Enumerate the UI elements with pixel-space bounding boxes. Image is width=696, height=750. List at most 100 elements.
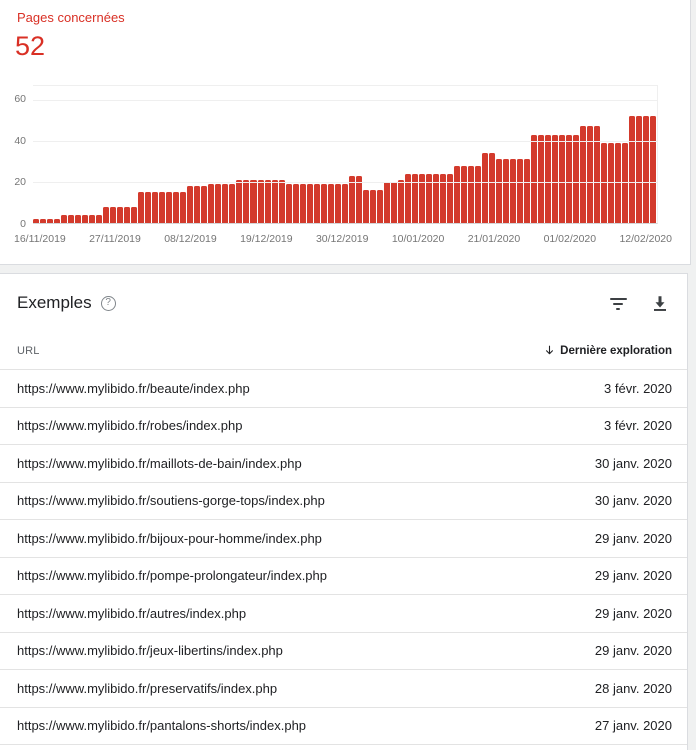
bar[interactable]	[117, 206, 124, 223]
bar[interactable]	[110, 206, 117, 223]
bar[interactable]	[327, 183, 334, 223]
bar[interactable]	[152, 192, 159, 223]
bar[interactable]	[215, 183, 222, 223]
bar[interactable]	[503, 159, 510, 223]
table-row[interactable]: https://www.mylibido.fr/soutiens-gorge-t…	[0, 483, 687, 520]
bar[interactable]	[47, 218, 54, 223]
bar[interactable]	[517, 159, 524, 223]
bar[interactable]	[453, 165, 460, 223]
bar[interactable]	[439, 173, 446, 223]
url-cell[interactable]: https://www.mylibido.fr/beaute/index.php	[17, 380, 250, 396]
bar[interactable]	[404, 173, 411, 223]
bar[interactable]	[320, 183, 327, 223]
bar[interactable]	[124, 206, 131, 223]
bar[interactable]	[208, 183, 215, 223]
bar[interactable]	[61, 214, 68, 223]
bar[interactable]	[75, 214, 82, 223]
bar[interactable]	[278, 179, 285, 223]
bar[interactable]	[187, 186, 194, 223]
bar[interactable]	[292, 183, 299, 223]
bar[interactable]	[362, 190, 369, 223]
bar[interactable]	[636, 116, 643, 223]
bar[interactable]	[608, 142, 615, 223]
bar[interactable]	[432, 173, 439, 223]
bar[interactable]	[306, 183, 313, 223]
bar[interactable]	[236, 179, 243, 223]
bar[interactable]	[159, 192, 166, 223]
url-cell[interactable]: https://www.mylibido.fr/autres/index.php	[17, 605, 247, 621]
bar[interactable]	[580, 126, 587, 223]
bar[interactable]	[243, 179, 250, 223]
bar[interactable]	[355, 175, 362, 223]
bar[interactable]	[131, 206, 138, 223]
bar[interactable]	[68, 214, 75, 223]
bar[interactable]	[474, 165, 481, 223]
bar[interactable]	[552, 134, 559, 223]
url-cell[interactable]: https://www.mylibido.fr/robes/index.php	[17, 418, 243, 434]
bar[interactable]	[257, 179, 264, 223]
bar[interactable]	[496, 159, 503, 223]
bar[interactable]	[166, 192, 173, 223]
table-row[interactable]: https://www.mylibido.fr/bijoux-pour-homm…	[0, 520, 687, 558]
bar[interactable]	[40, 218, 47, 223]
bar[interactable]	[425, 173, 432, 223]
table-row[interactable]: https://www.mylibido.fr/preservatifs/ind…	[0, 670, 687, 708]
bar[interactable]	[299, 183, 306, 223]
bar[interactable]	[482, 153, 489, 223]
bar[interactable]	[180, 192, 187, 223]
column-header-last-crawl[interactable]: Dernière exploration	[543, 344, 672, 357]
bar[interactable]	[545, 134, 552, 223]
bar[interactable]	[201, 186, 208, 223]
bar[interactable]	[467, 165, 474, 223]
url-cell[interactable]: https://www.mylibido.fr/bijoux-pour-homm…	[17, 530, 322, 546]
bar[interactable]	[573, 134, 580, 223]
bar[interactable]	[222, 183, 229, 223]
bar[interactable]	[194, 186, 201, 223]
bar[interactable]	[524, 159, 531, 223]
bar[interactable]	[510, 159, 517, 223]
url-cell[interactable]: https://www.mylibido.fr/preservatifs/ind…	[17, 680, 278, 696]
url-cell[interactable]: https://www.mylibido.fr/pantalons-shorts…	[17, 718, 307, 734]
bar[interactable]	[531, 134, 538, 223]
bar[interactable]	[82, 214, 89, 223]
bar[interactable]	[33, 218, 40, 223]
table-row[interactable]: https://www.mylibido.fr/pantalons-shorts…	[0, 708, 687, 745]
url-cell[interactable]: https://www.mylibido.fr/soutiens-gorge-t…	[17, 493, 325, 509]
bar[interactable]	[334, 183, 341, 223]
bar[interactable]	[348, 175, 355, 223]
bar[interactable]	[138, 192, 145, 223]
bar[interactable]	[271, 179, 278, 223]
bar[interactable]	[376, 190, 383, 223]
table-row[interactable]: https://www.mylibido.fr/robes/index.php 3…	[0, 408, 687, 445]
bar[interactable]	[397, 179, 404, 223]
bar[interactable]	[369, 190, 376, 223]
bar[interactable]	[390, 181, 397, 223]
download-icon[interactable]	[651, 294, 669, 312]
bar[interactable]	[601, 142, 608, 223]
bar[interactable]	[285, 183, 292, 223]
help-icon[interactable]: ?	[100, 295, 116, 311]
bar[interactable]	[418, 173, 425, 223]
bar[interactable]	[559, 134, 566, 223]
filter-icon[interactable]	[609, 296, 627, 310]
bar[interactable]	[446, 173, 453, 223]
bar[interactable]	[229, 183, 236, 223]
bar[interactable]	[538, 134, 545, 223]
table-row[interactable]: https://www.mylibido.fr/jeux-libertins/i…	[0, 633, 687, 670]
bar[interactable]	[622, 142, 629, 223]
bar[interactable]	[650, 116, 657, 223]
bar[interactable]	[341, 183, 348, 223]
table-row[interactable]: https://www.mylibido.fr/pompe-prolongate…	[0, 558, 687, 595]
url-cell[interactable]: https://www.mylibido.fr/maillots-de-bain…	[17, 455, 302, 471]
table-row[interactable]: https://www.mylibido.fr/beaute/index.php…	[0, 370, 687, 408]
bar[interactable]	[96, 214, 103, 223]
bar[interactable]	[145, 192, 152, 223]
bar[interactable]	[489, 153, 496, 223]
bar[interactable]	[250, 179, 257, 223]
column-header-url[interactable]: URL	[17, 344, 40, 357]
bar[interactable]	[264, 179, 271, 223]
bar[interactable]	[173, 192, 180, 223]
bar[interactable]	[411, 173, 418, 223]
url-cell[interactable]: https://www.mylibido.fr/pompe-prolongate…	[17, 568, 327, 584]
url-cell[interactable]: https://www.mylibido.fr/jeux-libertins/i…	[17, 643, 283, 659]
